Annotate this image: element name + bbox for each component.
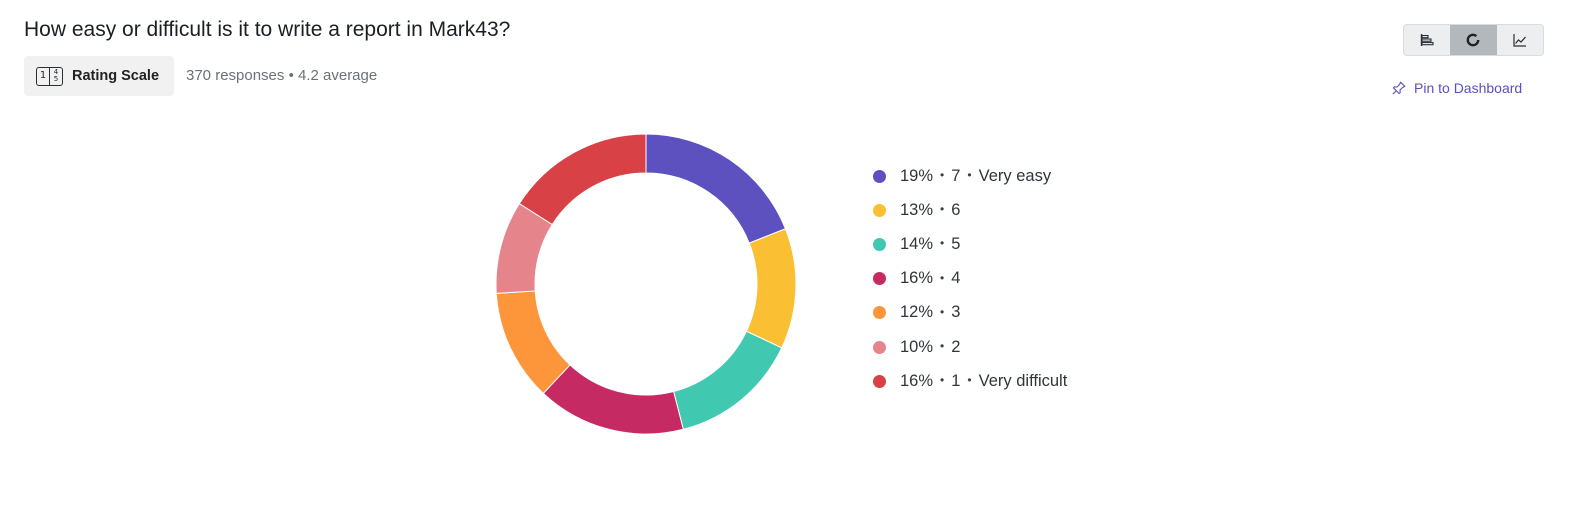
question-type-label: Rating Scale bbox=[72, 68, 160, 84]
legend-rating: 2 bbox=[951, 337, 961, 356]
legend-separator: • bbox=[940, 168, 945, 183]
question-title: How easy or difficult is it to write a r… bbox=[24, 18, 511, 41]
legend-item-rating-2: 10% • 2 bbox=[873, 330, 1067, 364]
legend-rating: 1 bbox=[951, 371, 961, 390]
legend-item-rating-6: 13% • 6 bbox=[873, 193, 1067, 227]
legend-swatch bbox=[873, 340, 886, 354]
line-chart-view-button[interactable] bbox=[1497, 25, 1543, 55]
chart-view-toggle bbox=[1403, 24, 1544, 56]
legend-item-rating-3: 12% • 3 bbox=[873, 296, 1067, 330]
legend-separator: • bbox=[940, 339, 945, 354]
legend-percent: 12% bbox=[900, 303, 934, 322]
question-type-badge: 1 4 5 Rating Scale bbox=[24, 56, 174, 96]
legend-swatch bbox=[873, 306, 886, 320]
rating-scale-icon: 1 4 5 bbox=[36, 66, 63, 86]
legend-swatch bbox=[873, 203, 886, 217]
legend-swatch bbox=[873, 272, 886, 286]
line-chart-icon bbox=[1513, 34, 1526, 47]
legend-scale-label: Very easy bbox=[978, 166, 1052, 185]
legend-scale-label: Very difficult bbox=[978, 371, 1068, 390]
legend-separator: • bbox=[940, 270, 945, 285]
response-summary: 370 responses • 4.2 average bbox=[186, 67, 378, 84]
legend-item-rating-4: 16% • 4 bbox=[873, 262, 1067, 296]
legend-rating: 5 bbox=[951, 234, 961, 253]
legend-swatch bbox=[873, 169, 886, 183]
legend-separator: • bbox=[967, 373, 972, 388]
legend-item-rating-5: 14% • 5 bbox=[873, 227, 1067, 261]
donut-segment-rating-7[interactable] bbox=[645, 133, 787, 244]
legend-percent: 16% bbox=[900, 371, 934, 390]
legend-rating: 7 bbox=[951, 166, 961, 185]
legend-percent: 14% bbox=[900, 234, 934, 253]
bar-chart-view-button[interactable] bbox=[1404, 25, 1450, 55]
legend-separator: • bbox=[940, 202, 945, 217]
pin-to-dashboard-label: Pin to Dashboard bbox=[1414, 80, 1523, 96]
donut-segment-rating-6[interactable] bbox=[745, 228, 797, 349]
legend-rating: 3 bbox=[951, 303, 961, 322]
horizontal-bars-icon bbox=[1420, 34, 1434, 46]
legend-percent: 10% bbox=[900, 337, 934, 356]
chart-legend: 19% • 7 • Very easy 13% • 6 14% • 5 16% • 4 12% • 3 10% • 2… bbox=[873, 159, 1067, 398]
donut-icon bbox=[1467, 33, 1480, 47]
legend-item-rating-7: 19% • 7 • Very easy bbox=[873, 159, 1067, 193]
donut-segment-rating-5[interactable] bbox=[672, 330, 783, 430]
legend-separator: • bbox=[967, 168, 972, 183]
donut-segment-rating-4[interactable] bbox=[542, 364, 684, 435]
legend-percent: 16% bbox=[900, 269, 934, 288]
pin-icon bbox=[1392, 81, 1406, 95]
legend-rating: 4 bbox=[951, 269, 961, 288]
legend-separator: • bbox=[940, 373, 945, 388]
legend-separator: • bbox=[940, 304, 945, 319]
pin-to-dashboard-button[interactable]: Pin to Dashboard bbox=[1392, 80, 1522, 96]
legend-swatch bbox=[873, 237, 886, 251]
legend-swatch bbox=[873, 374, 886, 388]
legend-rating: 6 bbox=[951, 200, 961, 219]
donut-chart-view-button[interactable] bbox=[1450, 25, 1497, 55]
legend-percent: 13% bbox=[900, 200, 934, 219]
donut-segment-rating-1[interactable] bbox=[518, 133, 647, 226]
legend-percent: 19% bbox=[900, 166, 934, 185]
legend-separator: • bbox=[940, 236, 945, 251]
legend-item-rating-1: 16% • 1 • Very difficult bbox=[873, 364, 1067, 398]
